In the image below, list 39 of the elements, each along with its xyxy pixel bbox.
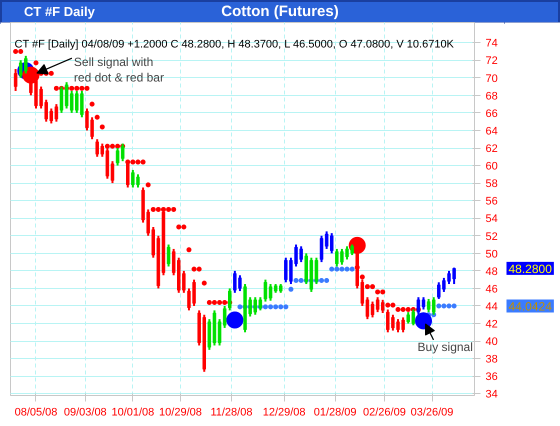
y-tick-label: 56 [486,196,498,208]
y-tick-label: 46 [486,283,498,296]
y-tick-label: 60 [486,160,498,173]
y-tick-label: 68 [486,90,498,102]
y-tick-label: 74 [486,38,498,50]
y-tick-label: 42 [486,318,498,331]
annotation: Buy signal [418,340,473,354]
y-tick-label: 50 [486,248,498,260]
x-tick-label: 03/26/09 [410,406,454,418]
y-tick-label: 54 [486,213,498,226]
annotation: Sell signal with red dot & red bar [74,55,164,85]
text: 44.0424 [508,299,552,314]
y-tick-label: 58 [486,178,498,190]
y-tick-label: 38 [486,354,498,366]
x-tick-label: 10/29/08 [159,406,202,418]
candlestick [166,244,170,268]
y-tick-label: 48 [486,266,498,278]
x-tick-label: 09/03/08 [64,406,107,418]
y-tick-label: 36 [486,371,498,384]
text: CT #F Daily [24,3,95,21]
text: CT #F [Daily] 04/08/09 +1.2000 C 48.2800, H 48.3700, L 46.5000, O 47.0800, V 10.6710K [14,38,455,50]
y-tick-label: 70 [486,72,498,85]
x-tick-label: 10/01/08 [111,406,154,418]
y-tick-label: 34 [486,388,498,401]
candlestick [14,68,18,92]
chart-title: Cotton (Futures) [221,3,339,20]
text: 48.2800 [508,262,552,276]
y-tick-label: 44 [486,300,498,313]
y-tick-label: 72 [486,55,498,68]
x-tick-label: 12/29/08 [262,406,306,418]
x-tick-label: 11/28/08 [210,406,252,418]
y-tick-label: 66 [486,108,498,120]
x-tick-label: 01/28/09 [314,406,357,418]
x-tick-label: 02/26/09 [363,406,406,418]
x-tick-label: 08/05/08 [14,406,58,418]
y-tick-label: 52 [486,230,498,243]
y-tick-label: 62 [486,143,498,156]
y-tick-label: 40 [486,336,498,348]
y-tick-label: 64 [486,125,498,138]
